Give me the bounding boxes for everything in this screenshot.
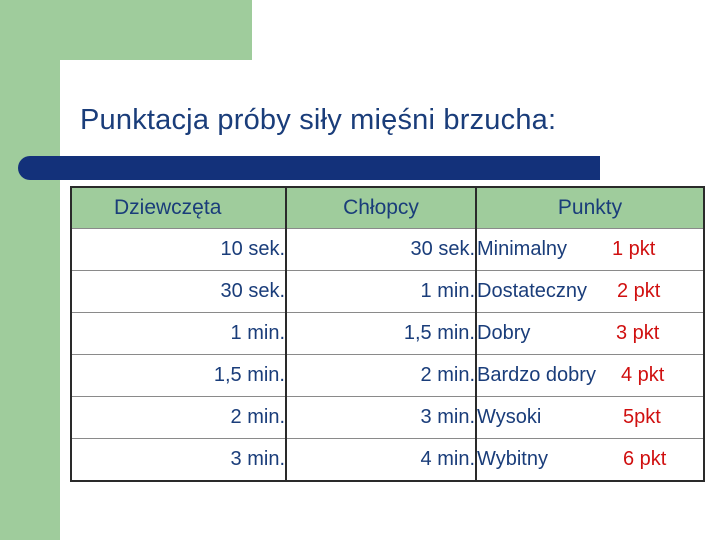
points-value: 6 pkt [623, 448, 667, 470]
header-girls: Dziewczęta [70, 186, 287, 229]
table-row: 10 sek. 30 sek. Minimalny 1 pkt [70, 228, 705, 271]
points-cell: Wysoki 5pkt [475, 396, 705, 439]
table-row: 1,5 min. 2 min. Bardzo dobry 4 pkt [70, 354, 705, 397]
slide-title: Punktacja próby siły mięśni brzucha: [80, 104, 557, 136]
boys-time: 3 min. [285, 396, 477, 439]
boys-time: 30 sek. [285, 228, 477, 271]
points-cell: Dobry 3 pkt [475, 312, 705, 355]
points-cell: Bardzo dobry 4 pkt [475, 354, 705, 397]
table-row: 30 sek. 1 min. Dostateczny 2 pkt [70, 270, 705, 313]
table-row: 1 min. 1,5 min. Dobry 3 pkt [70, 312, 705, 355]
points-cell: Minimalny 1 pkt [475, 228, 705, 271]
header-boys: Chłopcy [285, 186, 477, 229]
boys-time: 2 min. [285, 354, 477, 397]
girls-time: 2 min. [70, 396, 287, 439]
points-value: 2 pkt [617, 280, 661, 302]
grade-label: Wysoki [477, 406, 542, 428]
grade-label: Dostateczny [477, 280, 588, 302]
boys-time: 1,5 min. [285, 312, 477, 355]
grade-label: Minimalny [477, 238, 568, 260]
grade-label: Bardzo dobry [477, 364, 596, 386]
decorative-green-bar-left [0, 0, 60, 540]
points-cell: Wybitny 6 pkt [475, 438, 705, 482]
table-row: 2 min. 3 min. Wysoki 5pkt [70, 396, 705, 439]
girls-time: 1,5 min. [70, 354, 287, 397]
grade-label: Dobry [477, 322, 531, 344]
boys-time: 4 min. [285, 438, 477, 482]
points-value: 3 pkt [616, 322, 660, 344]
scoring-table: Dziewczęta Chłopcy Punkty 10 sek. 30 sek… [70, 186, 705, 482]
table-row: 3 min. 4 min. Wybitny 6 pkt [70, 438, 705, 482]
title-underline-bar [18, 156, 600, 180]
header-points: Punkty [475, 186, 705, 229]
points-cell: Dostateczny 2 pkt [475, 270, 705, 313]
points-value: 1 pkt [612, 238, 656, 260]
boys-time: 1 min. [285, 270, 477, 313]
points-value: 5pkt [623, 406, 661, 428]
grade-label: Wybitny [477, 448, 548, 470]
table-header-row: Dziewczęta Chłopcy Punkty [70, 186, 705, 229]
girls-time: 10 sek. [70, 228, 287, 271]
girls-time: 1 min. [70, 312, 287, 355]
points-value: 4 pkt [621, 364, 665, 386]
girls-time: 3 min. [70, 438, 287, 482]
girls-time: 30 sek. [70, 270, 287, 313]
